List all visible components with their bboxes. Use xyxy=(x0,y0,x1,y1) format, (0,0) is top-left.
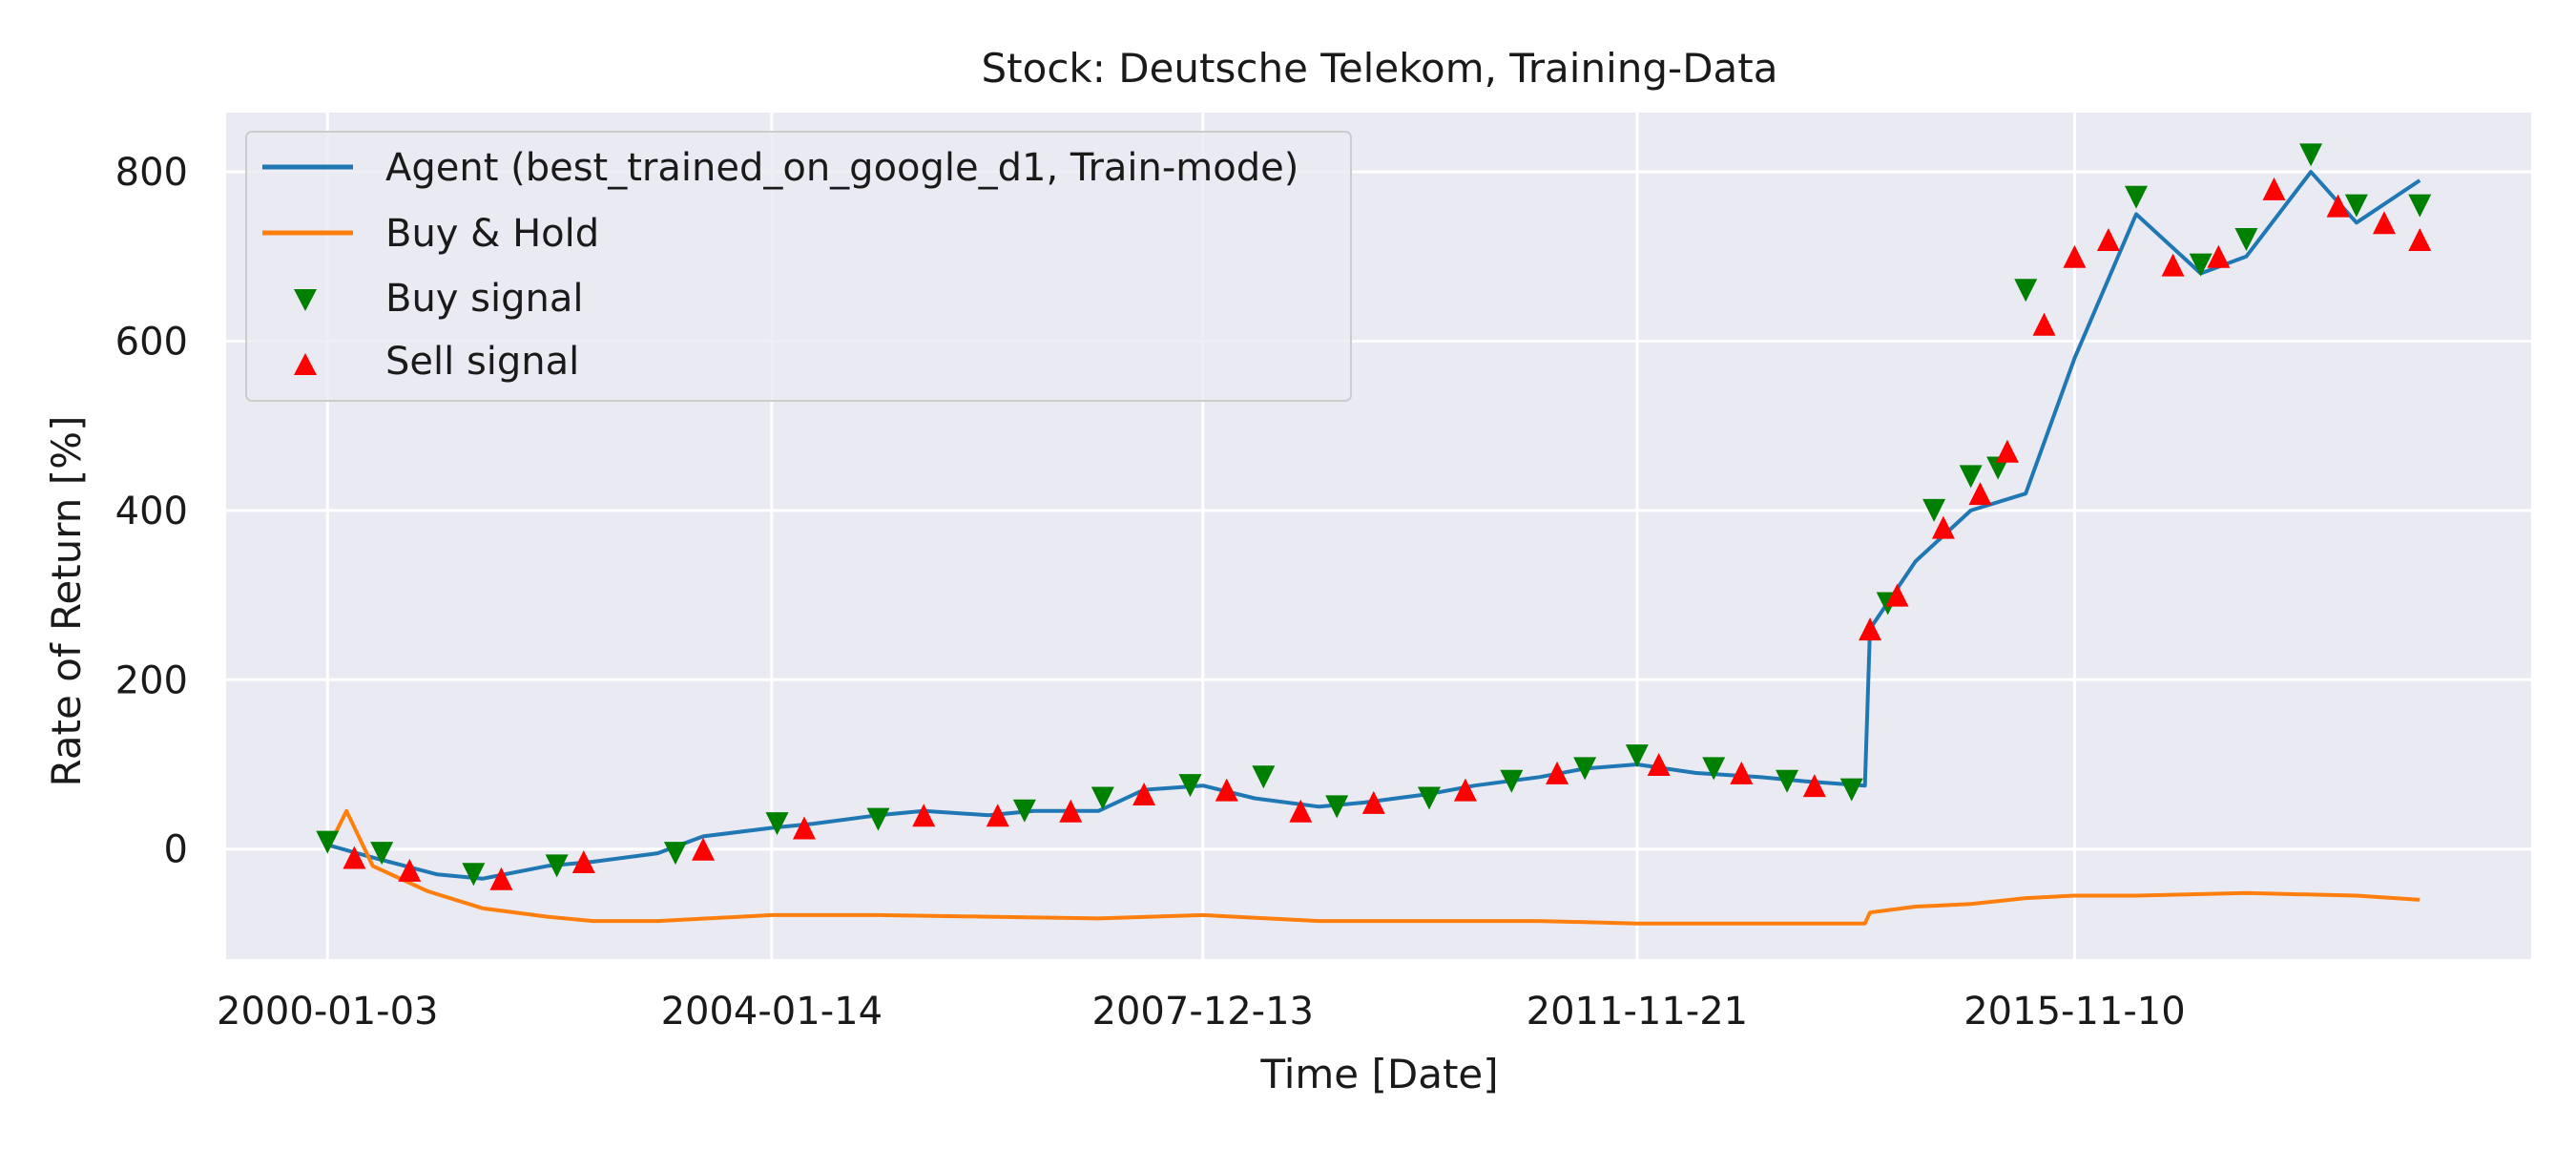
buy-signal-marker xyxy=(462,863,486,887)
buy-signal-marker xyxy=(1573,757,1597,781)
sell-signal-marker xyxy=(2326,194,2350,218)
chart-title: Stock: Deutsche Telekom, Training-Data xyxy=(982,45,1778,92)
buy-signal-marker xyxy=(1922,498,1946,522)
sell-signal-marker xyxy=(398,858,422,882)
buy-signal-marker xyxy=(663,842,687,866)
buy-signal-marker xyxy=(1776,769,1799,793)
y-tick-label: 0 xyxy=(164,828,188,872)
sell-signal-marker xyxy=(2372,211,2396,235)
sell-signal-marker xyxy=(1361,790,1385,814)
buy-signal-marker xyxy=(1417,786,1441,810)
sell-signal-marker xyxy=(1995,439,2019,463)
buy-signal-marker xyxy=(1959,465,1983,489)
x-tick-label: 2011-11-21 xyxy=(1527,990,1748,1034)
y-tick-label: 200 xyxy=(115,658,188,702)
x-tick-label: 2004-01-14 xyxy=(661,990,883,1034)
legend-key-sell-signal-marker xyxy=(294,353,317,375)
sell-signal-marker xyxy=(2207,244,2231,268)
sell-signal-marker xyxy=(1289,799,1313,823)
sell-signal-marker xyxy=(2063,244,2087,268)
sell-signal-marker xyxy=(1730,761,1754,784)
signal-markers xyxy=(316,143,2432,890)
buy-signal-marker xyxy=(370,842,394,866)
buy-signal-marker xyxy=(2344,194,2368,218)
buy-signal-marker xyxy=(1325,795,1349,819)
sell-signal-marker xyxy=(912,804,936,827)
y-tick-label: 600 xyxy=(115,320,188,364)
sell-signal-marker xyxy=(571,849,595,873)
buy-signal-marker xyxy=(1252,765,1276,789)
sell-signal-marker xyxy=(1859,617,1882,641)
buy-signal-marker xyxy=(2408,194,2432,218)
sell-signal-marker xyxy=(692,837,716,861)
buy-signal-marker xyxy=(866,807,890,831)
sell-signal-marker xyxy=(792,816,816,840)
buy-signal-marker xyxy=(316,830,340,854)
sell-signal-marker xyxy=(2032,312,2056,336)
sell-signal-marker xyxy=(2096,228,2120,252)
sell-signal-marker xyxy=(1968,482,1992,506)
buy-signal-marker xyxy=(545,854,569,878)
sell-signal-marker xyxy=(1546,761,1569,784)
sell-signal-marker xyxy=(1215,778,1238,802)
x-axis-label: Time [Date] xyxy=(1259,1051,1498,1097)
x-tick-label: 2000-01-03 xyxy=(217,990,438,1034)
y-axis-label: Rate of Return [%] xyxy=(43,416,90,787)
x-tick-label: 2015-11-10 xyxy=(1963,990,2185,1034)
sell-signal-marker xyxy=(343,846,366,869)
buy-signal-marker xyxy=(1091,786,1114,810)
buy-signal-marker xyxy=(2234,228,2258,252)
buy-signal-marker xyxy=(2189,253,2212,277)
sell-signal-marker xyxy=(1885,583,1909,607)
sell-signal-marker xyxy=(1059,799,1083,823)
buy-signal-marker xyxy=(765,812,789,836)
y-tick-label: 800 xyxy=(115,151,188,195)
buy-signal-marker xyxy=(1625,744,1649,768)
buy-signal-marker xyxy=(2014,279,2038,303)
legend-label-agent: Agent (best_trained_on_google_d1, Train-… xyxy=(385,146,1298,190)
sell-signal-marker xyxy=(986,804,1009,827)
y-tick-label: 400 xyxy=(115,490,188,533)
sell-signal-marker xyxy=(1802,774,1826,798)
sell-signal-marker xyxy=(2161,253,2185,277)
buy-signal-marker xyxy=(1012,799,1036,823)
legend-key-buy-signal-marker xyxy=(294,289,317,311)
buy-signal-marker xyxy=(1702,757,1726,781)
legend-label-buy-signal: Buy signal xyxy=(385,277,584,321)
sell-signal-marker xyxy=(489,867,513,890)
buy-signal-marker xyxy=(2125,185,2149,209)
legend: Agent (best_trained_on_google_d1, Train-… xyxy=(245,131,1352,402)
series-buy-hold-line xyxy=(325,808,2420,926)
buy-signal-marker xyxy=(2299,143,2323,167)
legend-box xyxy=(245,131,1352,402)
tick-labels: 2000-01-03 2004-01-14 2007-12-13 2011-11-21… xyxy=(115,151,2186,1034)
sell-signal-marker xyxy=(2262,177,2286,200)
buy-signal-marker xyxy=(1178,774,1202,798)
sell-signal-marker xyxy=(2408,228,2432,252)
sell-signal-marker xyxy=(1453,778,1477,802)
sell-signal-marker xyxy=(1132,783,1156,806)
x-tick-label: 2007-12-13 xyxy=(1092,990,1314,1034)
legend-label-sell-signal: Sell signal xyxy=(385,340,579,384)
sell-signal-marker xyxy=(1931,515,1955,539)
sell-signal-marker xyxy=(1647,752,1671,776)
buy-signal-marker xyxy=(1839,778,1863,802)
legend-label-buy-hold: Buy & Hold xyxy=(385,212,599,256)
buy-signal-marker xyxy=(1500,769,1524,793)
